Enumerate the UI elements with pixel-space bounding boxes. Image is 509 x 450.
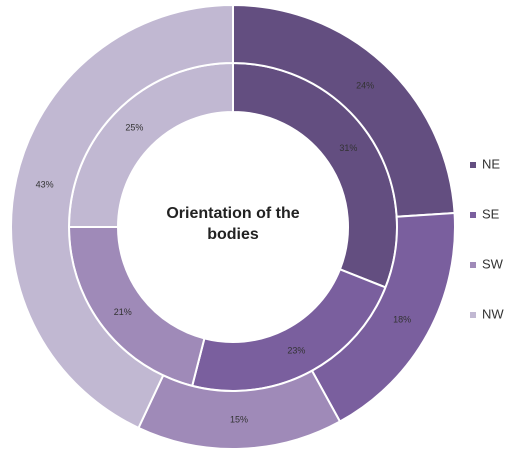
legend-label: SW bbox=[482, 256, 504, 271]
chart-title: Orientation of the bodies bbox=[166, 205, 300, 243]
legend-label: NW bbox=[482, 306, 504, 321]
doughnut-segment bbox=[10, 3, 234, 430]
legend-swatch bbox=[470, 312, 476, 318]
data-label: 24% bbox=[356, 81, 374, 91]
data-label: 31% bbox=[339, 143, 357, 153]
legend-swatch bbox=[470, 162, 476, 168]
data-label: 25% bbox=[125, 123, 143, 133]
data-label: 15% bbox=[230, 414, 248, 424]
data-label: 23% bbox=[287, 346, 305, 356]
data-label: 43% bbox=[36, 179, 54, 189]
legend-label: NE bbox=[482, 156, 500, 171]
data-label: 18% bbox=[393, 314, 411, 324]
legend-swatch bbox=[470, 262, 476, 268]
legend-swatch bbox=[470, 212, 476, 218]
data-label: 21% bbox=[114, 307, 132, 317]
legend-label: SE bbox=[482, 206, 500, 221]
